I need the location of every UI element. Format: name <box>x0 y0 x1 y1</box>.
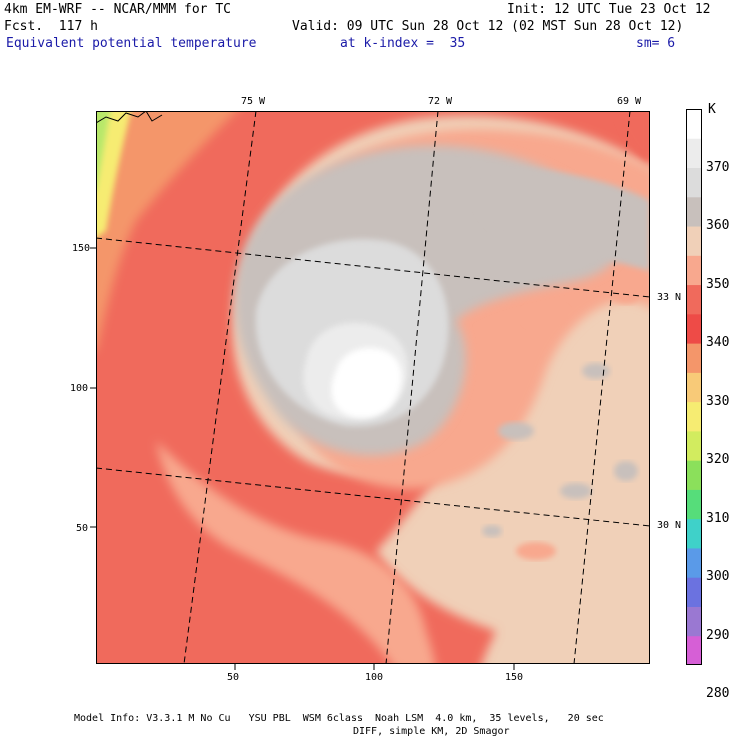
colorbar-swatch <box>686 167 702 198</box>
lat-label-30n: 30 N <box>657 520 682 531</box>
graticule <box>96 111 650 664</box>
colorbar-unit: K <box>708 102 716 117</box>
colorbar-label-300: 300 <box>706 569 730 585</box>
colorbar-label-370: 370 <box>706 159 730 175</box>
lon-label-72w: 72 W <box>428 96 453 107</box>
level-info: at k-index = 35 <box>340 36 466 51</box>
colorbar-swatch <box>686 401 702 432</box>
y-tick-label-50: 50 <box>76 523 89 534</box>
lon-label-75w: 75 W <box>241 96 266 107</box>
meridian-69w <box>573 111 631 664</box>
colorbar-label-350: 350 <box>706 276 730 292</box>
x-tick-label-150: 150 <box>505 672 524 683</box>
colorbar-swatch <box>686 635 702 665</box>
field-blob <box>524 304 568 328</box>
field-upper-left-yellow <box>96 111 132 238</box>
field-grey-right <box>473 168 650 271</box>
field-name: Equivalent potential temperature <box>6 36 257 51</box>
field-blob <box>498 422 534 440</box>
colorbar-swatch <box>686 606 702 637</box>
init-time: Init: 12 UTC Tue 23 Oct 12 <box>507 2 711 17</box>
lat-label-33n: 33 N <box>657 292 682 303</box>
coastline <box>96 111 163 124</box>
model-info-line2: DIFF, simple KM, 2D Smagor <box>353 726 510 737</box>
colorbar-swatch <box>686 255 702 286</box>
model-info-line1: Model Info: V3.3.1 M No Cu YSU PBL WSM 6… <box>74 713 604 724</box>
forecast-hour: Fcst. 117 h <box>4 19 98 34</box>
colorbar-swatch <box>686 284 702 315</box>
colorbar-label-330: 330 <box>706 393 730 409</box>
model-title: 4km EM-WRF -- NCAR/MMM for TC <box>4 2 231 17</box>
field-blob <box>614 461 638 481</box>
field-south-band <box>156 441 436 664</box>
field-blob <box>560 483 592 499</box>
map-plot <box>96 111 650 664</box>
y-tick-label-100: 100 <box>70 383 89 394</box>
field-eye-center <box>331 347 402 419</box>
colorbar-swatch <box>686 343 702 373</box>
colorbar-swatch <box>686 196 702 227</box>
colorbar-label-360: 360 <box>706 218 730 234</box>
colorbar-label-290: 290 <box>706 627 730 643</box>
meridian-75w <box>183 111 257 664</box>
parallel-30n <box>96 467 650 527</box>
colorbar-swatch <box>686 226 702 256</box>
colorbar-swatch <box>686 430 702 461</box>
colorbar-swatch <box>686 313 702 344</box>
colorbar-swatch <box>686 372 702 403</box>
valid-time: Valid: 09 UTC Sun 28 Oct 12 (02 MST Sun … <box>292 19 684 34</box>
parallel-33n <box>96 237 650 298</box>
field-upper-left-green <box>96 111 111 191</box>
colorbar-label-310: 310 <box>706 510 730 526</box>
colorbar-swatch <box>686 489 702 520</box>
y-tick-label-150: 150 <box>72 243 91 254</box>
colorbar-label-340: 340 <box>706 335 730 351</box>
colorbar-swatch <box>686 518 702 549</box>
colorbar-swatch <box>686 547 702 578</box>
field-upper-left-tongue <box>96 111 237 351</box>
smoothing-info: sm= 6 <box>636 36 676 51</box>
field-upper-right-red <box>616 111 650 161</box>
meridian-72w <box>385 111 439 664</box>
x-tick-label-50: 50 <box>227 672 240 683</box>
colorbar-swatch <box>686 109 702 139</box>
x-tick-label-100: 100 <box>365 672 384 683</box>
colorbar-label-320: 320 <box>706 452 730 468</box>
field-blob <box>516 542 556 560</box>
field-blob <box>482 525 502 537</box>
colorbar-swatch <box>686 138 702 169</box>
colorbar-swatch <box>686 577 702 607</box>
colorbar-label-280: 280 <box>706 686 730 702</box>
colorbar <box>686 109 702 665</box>
colorbar-swatch <box>686 460 702 490</box>
lon-label-69w: 69 W <box>617 96 642 107</box>
field-blob <box>612 288 640 304</box>
